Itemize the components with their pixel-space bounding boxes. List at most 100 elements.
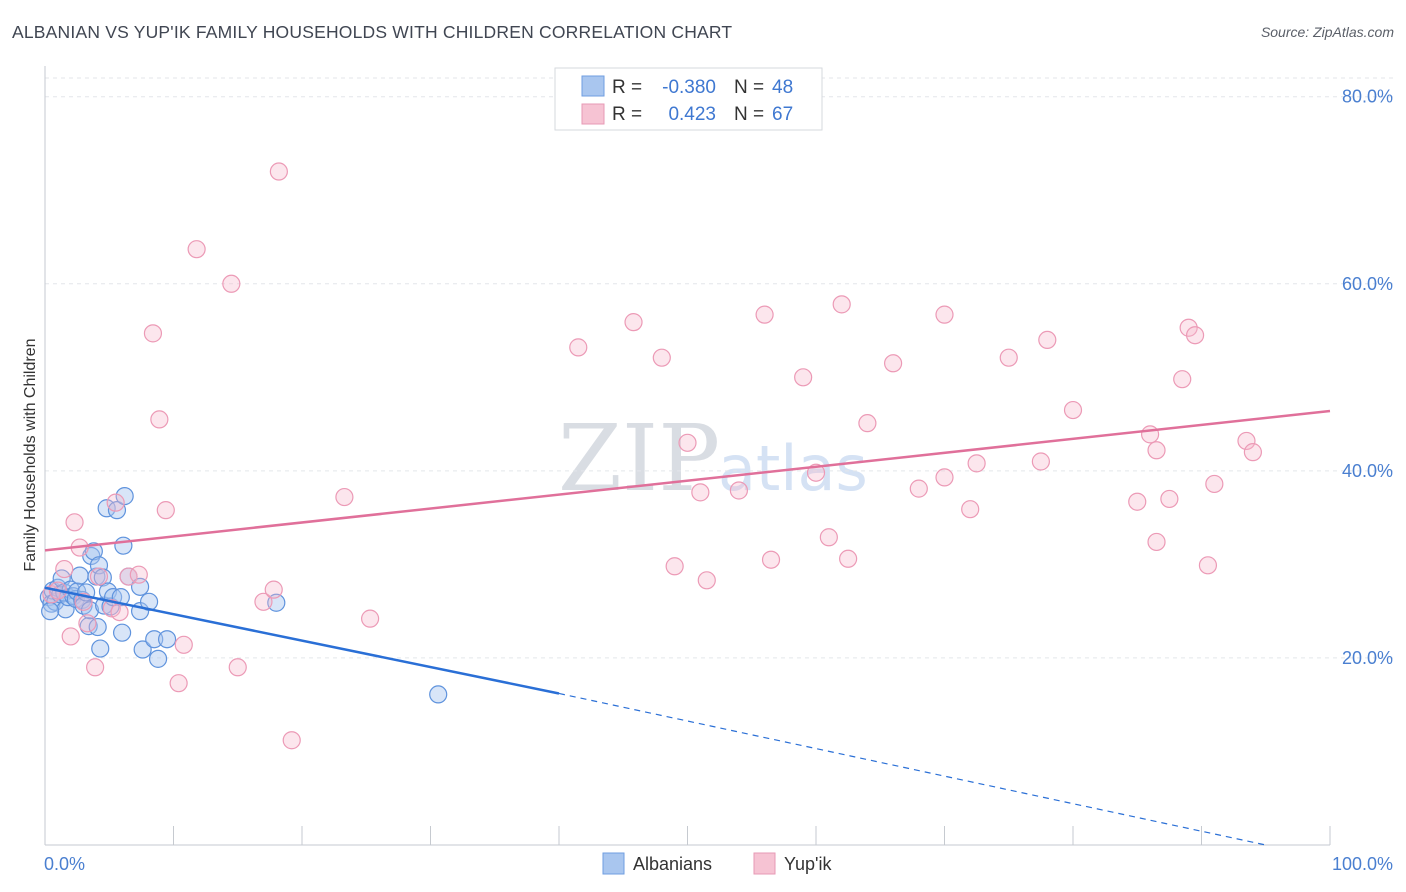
yupik-point [832, 295, 851, 314]
yupik-point [78, 614, 97, 633]
yupik-point [624, 313, 643, 332]
yupik-point [86, 658, 105, 677]
yupik-point [678, 433, 697, 452]
albanians-point [88, 617, 107, 637]
yupik-point [361, 609, 380, 628]
stats-legend: R = -0.380 N = 48 R = 0.423 N = 67 [554, 67, 823, 131]
yupik-point [55, 559, 74, 579]
yupik-point [665, 557, 684, 576]
axes [44, 66, 1331, 846]
yupik-point [335, 487, 354, 507]
legend-n-label-2: N = [734, 104, 764, 125]
yupik-point [228, 658, 247, 677]
yupik-point [110, 602, 129, 622]
yupik-point [1173, 370, 1192, 389]
yupik-point [935, 468, 954, 487]
yupik-point [569, 338, 588, 357]
y-tick-label: 80.0% [1342, 87, 1393, 107]
yupik-point [1198, 556, 1218, 575]
yupik-point [1237, 431, 1256, 451]
yupik-point [1160, 489, 1179, 509]
trend-lines [44, 409, 1331, 846]
x-tick-labels: 0.0% 100.0% [44, 854, 1393, 874]
yupik-point [755, 305, 774, 324]
yupik-point [967, 454, 986, 473]
yupik-point [806, 463, 826, 482]
yupik-point [691, 483, 710, 502]
yupik-point [1185, 326, 1205, 345]
yupik-point [1179, 318, 1198, 337]
yupik-point [794, 368, 813, 387]
legend-swatch-yupik [581, 103, 605, 125]
yupik-point [1243, 443, 1263, 462]
yupik-point [65, 513, 84, 532]
y-tick-label: 40.0% [1342, 461, 1393, 481]
yupik-point [169, 674, 188, 693]
bottom-legend-label-yupik: Yup'ik [784, 854, 832, 874]
yupik-point [1147, 441, 1166, 460]
watermark-zip: ZIP [558, 405, 720, 512]
yupik-point [697, 571, 716, 590]
yupik-point [909, 479, 928, 498]
grid-lines [45, 77, 1393, 659]
chart-title: ALBANIAN VS YUP'IK FAMILY HOUSEHOLDS WIT… [12, 22, 733, 42]
yupik-point [1205, 474, 1224, 494]
legend-r-label-2: R = [612, 104, 642, 125]
yupik-point [187, 240, 206, 259]
yupik-point [143, 324, 163, 343]
y-tick-label: 20.0% [1342, 648, 1393, 668]
albanians-point [107, 501, 127, 520]
x-tick-label-end: 100.0% [1332, 854, 1393, 874]
y-tick-labels: 20.0% 40.0% 60.0% 80.0% [1342, 87, 1393, 668]
yupik-point [883, 354, 903, 373]
albanians-point [429, 685, 448, 704]
yupik-point [839, 549, 858, 568]
bottom-legend-swatch-albanians [602, 852, 625, 875]
albanians-point [91, 639, 110, 658]
yupik-point [264, 580, 283, 599]
series-legend: Albanians Yup'ik [602, 852, 832, 875]
legend-n-value-2: 67 [772, 104, 793, 125]
yupik-point [999, 348, 1018, 367]
y-axis-label: Family Households with Children [22, 339, 39, 572]
albanians-point [148, 649, 168, 668]
legend-r-value-1: -0.380 [662, 77, 716, 98]
legend-r-value-2: 0.423 [668, 104, 716, 125]
albanians-point [70, 566, 89, 585]
albanians-trend-extension [558, 692, 1266, 846]
y-tick-label: 60.0% [1342, 274, 1393, 294]
yupik-point [961, 500, 980, 519]
yupik-point [1128, 492, 1147, 511]
yupik-point [89, 567, 109, 586]
yupik-point [174, 635, 193, 654]
albanians-point [115, 487, 134, 506]
albanians-point [145, 630, 164, 649]
albanians-point [133, 640, 152, 659]
yupik-point [729, 481, 749, 500]
data-points [39, 162, 1263, 750]
legend-n-label-1: N = [734, 77, 764, 98]
bottom-legend-swatch-yupik [753, 852, 776, 875]
albanians-point [84, 542, 103, 561]
yupik-point [150, 410, 169, 429]
yupik-trend-line [44, 409, 1331, 552]
legend-swatch-albanians [581, 75, 605, 97]
yupik-point [1038, 330, 1057, 350]
yupik-point [156, 501, 175, 520]
albanians-point [41, 602, 60, 621]
legend-n-value-1: 48 [772, 77, 793, 98]
albanians-trend-line [44, 586, 560, 695]
yupik-point [61, 627, 80, 646]
yupik-point [222, 274, 241, 293]
yupik-point [819, 528, 838, 547]
yupik-point [1147, 532, 1166, 552]
yupik-point [106, 493, 125, 512]
yupik-point [652, 348, 671, 367]
albanians-point [112, 623, 132, 642]
legend-r-label-1: R = [612, 77, 642, 98]
yupik-point [1031, 452, 1050, 471]
albanians-point [114, 536, 133, 555]
yupik-point [1063, 400, 1083, 420]
yupik-point [282, 731, 301, 750]
